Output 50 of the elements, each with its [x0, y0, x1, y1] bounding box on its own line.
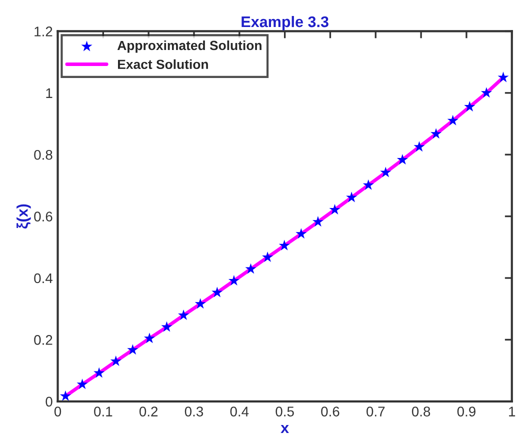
- point: [110, 355, 122, 366]
- x-tick-label: 0.8: [412, 406, 430, 416]
- point: [212, 286, 223, 298]
- point: [178, 310, 190, 320]
- chart-title: Example 3.3: [242, 16, 328, 30]
- y-tick-label: 0.4: [34, 273, 52, 284]
- y-tick-label: 1: [46, 88, 52, 98]
- x-tick-label: 0: [54, 406, 62, 416]
- x-tick-label: 0.1: [94, 406, 112, 416]
- point: [380, 166, 392, 178]
- y-tick-label: 0.8: [34, 150, 52, 160]
- x-tick-label: 0.5: [276, 406, 294, 416]
- point: [396, 154, 408, 165]
- point: [144, 332, 156, 344]
- y-axis-title: ξ(x): [16, 204, 31, 229]
- legend-label: Exact Solution: [118, 59, 208, 70]
- x-tick-label: 0.2: [139, 406, 158, 416]
- point: [161, 321, 172, 332]
- point: [346, 192, 358, 202]
- point: [296, 228, 307, 239]
- x-tick-label: 0.6: [321, 406, 340, 416]
- point: [447, 114, 458, 126]
- point: [329, 204, 340, 215]
- point: [127, 344, 138, 355]
- point: [245, 263, 256, 274]
- point: [414, 141, 425, 152]
- y-tick-label: 0.2: [34, 335, 52, 345]
- point: [312, 216, 324, 227]
- point: [228, 274, 240, 286]
- x-tick-label: 1: [509, 406, 516, 416]
- point: [94, 367, 105, 378]
- x-tick-label: 0.7: [366, 406, 385, 416]
- point: [362, 179, 374, 190]
- point: [430, 128, 442, 139]
- point: [464, 100, 476, 112]
- point: [262, 252, 274, 262]
- legend-label: Approximated Solution: [117, 40, 262, 53]
- point: [278, 240, 290, 250]
- point: [76, 378, 88, 390]
- y-tick-label: 0: [46, 396, 52, 407]
- x-tick-label: 0.4: [230, 406, 249, 416]
- point: [194, 298, 206, 309]
- x-axis-title: x: [280, 424, 289, 434]
- point: [480, 87, 492, 98]
- point: [498, 72, 509, 82]
- point: [60, 390, 71, 401]
- y-tick-label: 0.6: [34, 212, 52, 222]
- x-tick-label: 0.9: [457, 406, 476, 416]
- x-tick-label: 0.3: [184, 406, 204, 416]
- y-tick-label: 1.2: [34, 26, 52, 36]
